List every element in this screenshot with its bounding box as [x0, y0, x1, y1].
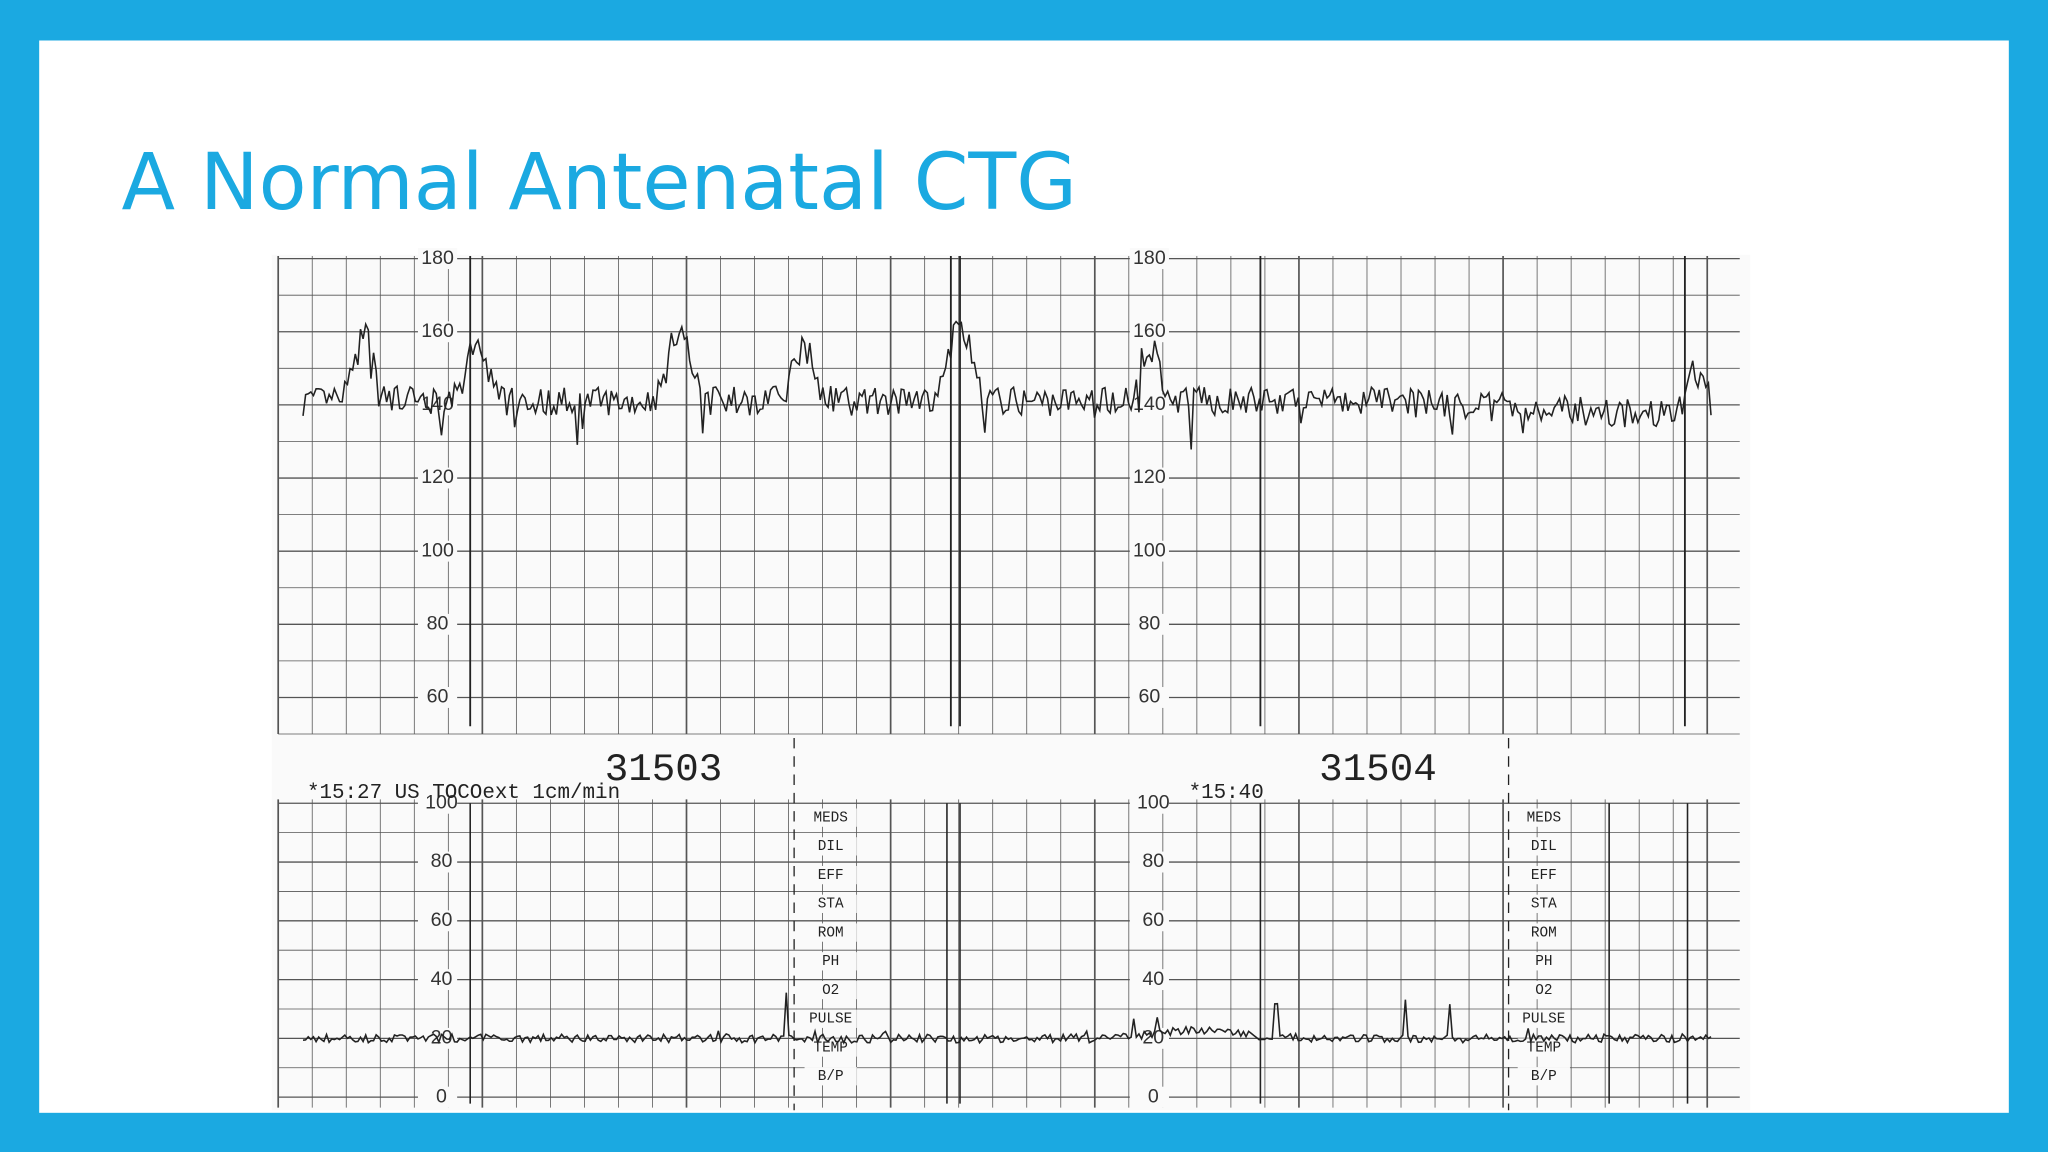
fhr-scale-label: 100	[1133, 539, 1166, 561]
toco-scale-label: 80	[431, 850, 453, 872]
label-bg	[1129, 540, 1169, 562]
label-bg	[804, 980, 857, 1000]
label-bg	[417, 321, 458, 343]
label-bg	[1517, 837, 1570, 856]
toco-scale-label: 20	[431, 1027, 453, 1049]
toco-scale-label: 100	[425, 791, 458, 813]
label-bg	[1129, 248, 1169, 270]
label-bg	[417, 613, 458, 635]
label-bg	[417, 467, 458, 489]
label-bg	[417, 910, 458, 932]
ctg-strip: 1801601401201008060100806040200180160140…	[277, 247, 1740, 1111]
label-bg	[1129, 613, 1169, 635]
label-bg	[804, 894, 857, 913]
fhr-scale-label: 180	[1133, 247, 1166, 269]
note-label: STA	[1531, 897, 1557, 913]
fhr-scale-label: 120	[421, 466, 454, 488]
fhr-scale-label: 160	[1133, 320, 1166, 342]
note-label: MEDS	[813, 810, 847, 826]
fhr-scale-label: 60	[1138, 686, 1160, 708]
note-label: PULSE	[809, 1012, 852, 1028]
note-label: B/P	[818, 1069, 844, 1085]
label-bg	[417, 1086, 458, 1108]
label-bg	[1517, 1009, 1570, 1028]
label-bg	[1129, 792, 1169, 814]
label-bg	[1129, 1027, 1169, 1049]
label-bg	[417, 851, 458, 873]
fhr-scale-label: 80	[427, 612, 449, 634]
toco-scale-label: 40	[1142, 968, 1164, 990]
timestamp: *15:40	[1189, 782, 1264, 805]
fhr-scale-label: 100	[421, 539, 454, 561]
strip-number: 31504	[1319, 747, 1437, 792]
label-bg	[1517, 1067, 1570, 1086]
note-label: EFF	[1531, 868, 1557, 884]
toco-scale-label: 80	[1142, 850, 1164, 872]
toco-scale-label: 20	[1142, 1027, 1164, 1049]
label-bg	[804, 865, 857, 885]
toco-scale-label: 0	[436, 1085, 447, 1107]
label-bg	[1517, 894, 1570, 913]
toco-scale-label: 60	[431, 909, 453, 931]
note-label: STA	[818, 897, 844, 913]
label-bg	[1517, 865, 1570, 885]
fhr-scale-label: 120	[1133, 466, 1166, 488]
label-bg	[417, 540, 458, 562]
toco-scale-label: 40	[431, 968, 453, 990]
note-label: B/P	[1531, 1069, 1557, 1085]
label-bg	[804, 808, 857, 827]
label-bg	[417, 792, 458, 814]
label-bg	[804, 923, 857, 942]
label-bg	[1517, 980, 1570, 1000]
toco-scale-label: 60	[1142, 909, 1164, 931]
note-label: DIL	[1531, 839, 1557, 855]
toco-scale-label: 100	[1137, 791, 1170, 813]
label-bg	[804, 1009, 857, 1028]
label-bg	[417, 969, 458, 991]
label-bg	[1129, 687, 1169, 708]
label-bg	[1517, 952, 1570, 971]
note-label: EFF	[818, 868, 844, 884]
label-bg	[1129, 969, 1169, 991]
note-label: ROM	[818, 925, 844, 941]
fhr-scale-label: 80	[1138, 612, 1160, 634]
toco-trace	[302, 992, 1712, 1046]
note-label: PULSE	[1522, 1012, 1565, 1028]
label-bg	[804, 837, 857, 856]
label-bg	[1129, 467, 1169, 489]
note-label: DIL	[818, 839, 844, 855]
note-label: O2	[1535, 983, 1552, 999]
note-label: TEMP	[1527, 1040, 1561, 1056]
label-bg	[417, 248, 458, 270]
label-bg	[417, 687, 458, 708]
fhr-scale-label: 180	[421, 247, 454, 269]
strip-number: 31503	[605, 747, 723, 792]
note-label: PH	[822, 954, 839, 970]
label-bg	[1129, 321, 1169, 343]
label-bg	[1129, 1086, 1169, 1108]
fhr-scale-label: 140	[1133, 393, 1166, 415]
label-bg	[1129, 851, 1169, 873]
note-label: TEMP	[813, 1040, 847, 1056]
slide-title: A Normal Antenatal CTG	[121, 137, 1077, 228]
label-bg	[1129, 910, 1169, 932]
fhr-trace	[302, 320, 1712, 450]
toco-scale-label: 0	[1148, 1085, 1159, 1107]
note-label: ROM	[1531, 925, 1557, 941]
note-label: MEDS	[1527, 810, 1561, 826]
label-bg	[804, 952, 857, 971]
label-bg	[1517, 923, 1570, 942]
fhr-scale-label: 60	[427, 686, 449, 708]
note-label: O2	[822, 983, 839, 999]
fhr-scale-label: 160	[421, 320, 454, 342]
label-bg	[804, 1067, 857, 1086]
timestamp: *15:27 US TOCOext 1cm/min	[307, 782, 620, 805]
note-label: PH	[1535, 954, 1552, 970]
label-bg	[1517, 808, 1570, 827]
